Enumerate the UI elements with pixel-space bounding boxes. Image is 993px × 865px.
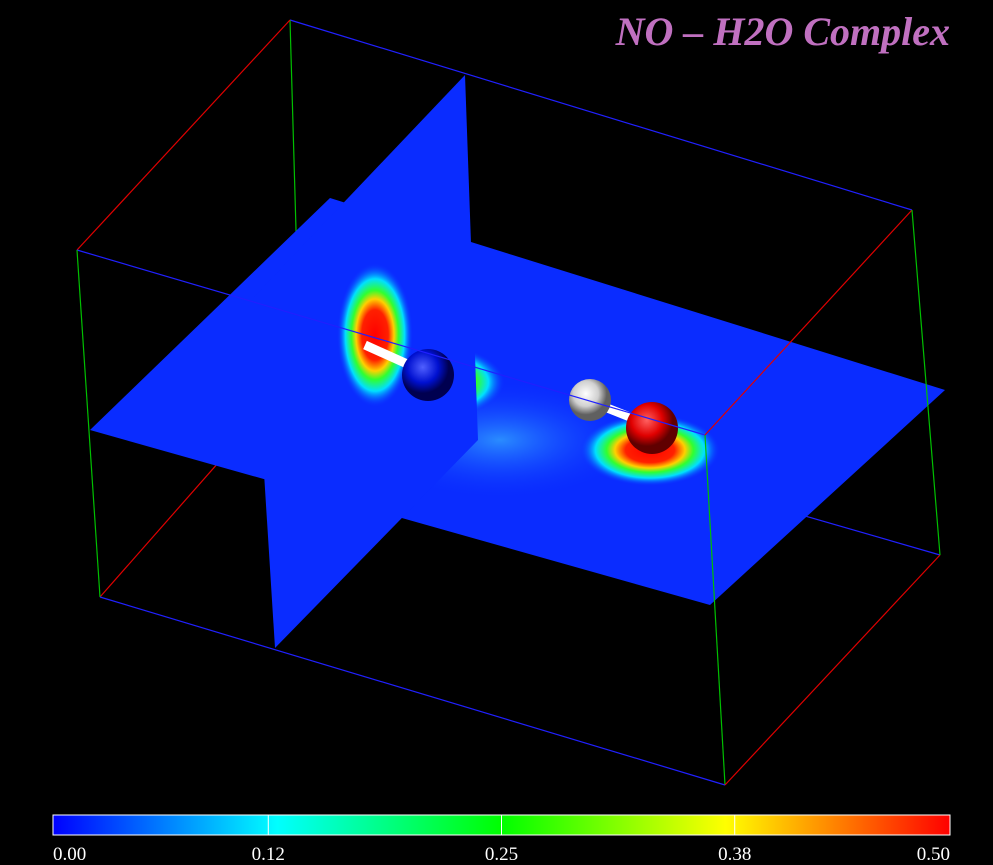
tick-label: 0.12 <box>252 844 285 865</box>
title: NO – H2O Complex <box>615 9 950 54</box>
tick-label: 0.25 <box>485 844 518 865</box>
density-blob <box>337 263 413 407</box>
page: NO – H2O Complex 0.000.120.250.380.50 ((… <box>0 0 993 865</box>
tick-label: 0.38 <box>718 844 751 865</box>
tick-label: 0.00 <box>53 844 86 865</box>
tick-label: 0.50 <box>917 844 950 865</box>
scene: NO – H2O Complex 0.00 0.12 0.25 0.38 0.50 <box>0 0 993 865</box>
